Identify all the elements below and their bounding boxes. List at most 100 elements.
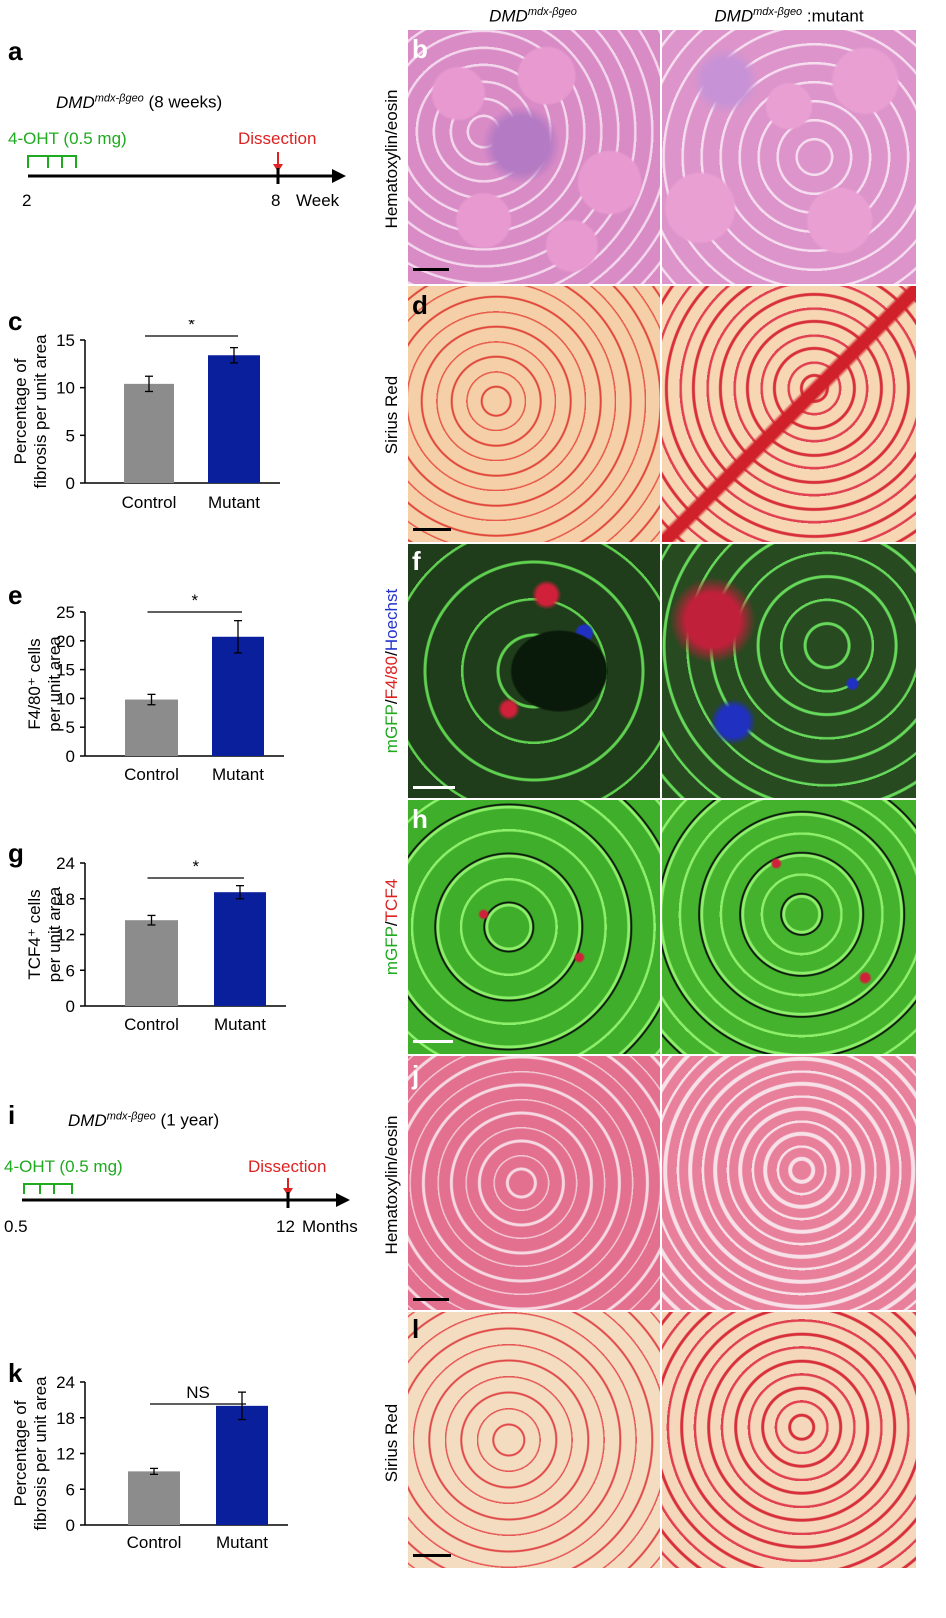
significance-label: NS (186, 1383, 210, 1402)
panel-label-l: l (412, 1314, 420, 1344)
stain-label-l: Sirius Red (382, 1403, 401, 1483)
panel-label-i: i (8, 1100, 16, 1130)
y-tick-label: 15 (56, 661, 75, 680)
significance-label: * (191, 592, 198, 610)
scale-bar-j (413, 1298, 449, 1301)
y-axis-label: Percentage offibrosis per unit area (11, 1376, 50, 1531)
y-tick-label: 15 (56, 331, 75, 350)
stain-label-f: mGFP/F4/80/Hoechst (382, 588, 401, 754)
bar-control (124, 383, 174, 483)
timeline-i-injection-marks (23, 1183, 73, 1194)
y-tick-label: 10 (56, 379, 75, 398)
micrograph-l-control (408, 1312, 660, 1568)
y-axis-label-line: F4/80⁺ cells (25, 638, 44, 729)
timeline-i: 4-OHT (0.5 mg) Dissection 0.5 12 Months (4, 1157, 358, 1236)
y-axis-label-line: per unit area (45, 636, 64, 732)
panel-label-a: a (8, 36, 23, 66)
panel-label-k: k (8, 1358, 23, 1388)
bar-control (125, 699, 178, 756)
y-tick-label: 0 (66, 474, 75, 493)
significance-label: * (188, 320, 195, 334)
y-axis-label-line: TCF4⁺ cells (25, 889, 44, 979)
scale-bar-f (413, 786, 455, 789)
bar-control (128, 1471, 180, 1525)
panel-label-b: b (412, 34, 428, 64)
micrograph-h-mutant (662, 800, 916, 1054)
scale-bar-h (413, 1040, 453, 1043)
bar-control (125, 920, 178, 1006)
y-tick-label: 25 (56, 603, 75, 622)
y-tick-label: 12 (56, 926, 75, 945)
timeline-i-unit: Months (302, 1217, 358, 1236)
y-axis-label-line: fibrosis per unit area (31, 1376, 50, 1531)
chart-e: 0 5 10 15 20 25 Control Mutant * F4/80⁺ cellsper … (25, 592, 284, 784)
category-label: Mutant (212, 765, 264, 784)
column-title-mutant: DMDmdx-βgeo :mutant (714, 6, 864, 26)
panel-label-f: f (412, 546, 421, 576)
y-tick-label: 20 (56, 632, 75, 651)
chart-c: 0 5 10 15 Control Mutant * Percentage offibrosi… (11, 320, 280, 512)
panel-label-h: h (412, 804, 428, 834)
panel-label-e: e (8, 580, 23, 610)
category-label: Mutant (216, 1533, 268, 1552)
timeline-a-title: DMDmdx-βgeo (8 weeks) (56, 92, 223, 112)
stain-label-d: Sirius Red (382, 375, 401, 455)
y-axis-label: F4/80⁺ cellsper unit area (25, 636, 64, 732)
bar-mutant (212, 636, 264, 756)
timeline-a-start: 2 (22, 191, 31, 210)
y-axis-label: TCF4⁺ cellsper unit area (25, 886, 64, 982)
micrograph-f-mutant (662, 544, 916, 798)
y-axis-label-line: Percentage of (11, 358, 30, 464)
timeline-i-end: 12 (276, 1217, 295, 1236)
timeline-a-end: 8 (271, 191, 280, 210)
stain-label-h: mGFP/TCF4 (382, 878, 401, 976)
y-tick-label: 12 (56, 1445, 75, 1464)
category-label: Control (124, 1015, 179, 1034)
timeline-i-start: 0.5 (4, 1217, 28, 1236)
bar-mutant (208, 355, 260, 483)
category-label: Mutant (208, 493, 260, 512)
micrograph-b-mutant (662, 30, 916, 284)
y-axis-label-line: per unit area (45, 886, 64, 982)
y-tick-label: 5 (66, 718, 75, 737)
bar-mutant (214, 892, 266, 1006)
y-tick-label: 18 (56, 1409, 75, 1428)
y-tick-label: 5 (66, 426, 75, 445)
scale-bar-l (413, 1554, 451, 1557)
category-label: Control (122, 493, 177, 512)
chart-g: 0 6 12 18 24 Control Mutant * TCF4⁺ cellsper uni… (25, 854, 286, 1034)
category-label: Control (124, 765, 179, 784)
scale-bar-b (413, 268, 449, 271)
category-label: Mutant (214, 1015, 266, 1034)
timeline-a-unit: Week (296, 191, 340, 210)
panel-label-g: g (8, 838, 24, 868)
timeline-i-title: DMDmdx-βgeo (1 year) (68, 1110, 220, 1130)
micrograph-j-control (408, 1056, 660, 1310)
stain-label-j: Hematoxylin/eosin (382, 1115, 401, 1255)
timeline-i-event: Dissection (248, 1157, 326, 1176)
category-label: Control (127, 1533, 182, 1552)
y-tick-label: 10 (56, 689, 75, 708)
panel-label-d: d (412, 290, 428, 320)
timeline-a-injection-marks (27, 155, 77, 168)
y-tick-label: 0 (66, 747, 75, 766)
timeline-a-event: Dissection (238, 129, 316, 148)
y-tick-label: 6 (66, 961, 75, 980)
bar-mutant (216, 1405, 268, 1525)
y-tick-label: 6 (66, 1480, 75, 1499)
y-axis-label: Percentage offibrosis per unit area (11, 334, 50, 489)
y-tick-label: 0 (66, 1516, 75, 1535)
micrograph-j-mutant (662, 1056, 916, 1310)
y-tick-label: 0 (66, 997, 75, 1016)
stain-label-b: Hematoxylin/eosin (382, 89, 401, 229)
panel-label-c: c (8, 306, 23, 336)
micrograph-d-control (408, 286, 660, 542)
y-tick-label: 18 (56, 890, 75, 909)
micrograph-b-control (408, 30, 660, 284)
timeline-i-treatment: 4-OHT (0.5 mg) (4, 1157, 123, 1176)
micrograph-h-control (408, 800, 660, 1054)
panel-label-j: j (412, 1060, 420, 1090)
y-tick-label: 24 (56, 854, 75, 873)
timeline-a: 4-OHT (0.5 mg) Dissection 2 8 Week (8, 129, 346, 210)
chart-k: 0 6 12 18 24 Control Mutant NS Percentage offibr… (11, 1373, 288, 1552)
